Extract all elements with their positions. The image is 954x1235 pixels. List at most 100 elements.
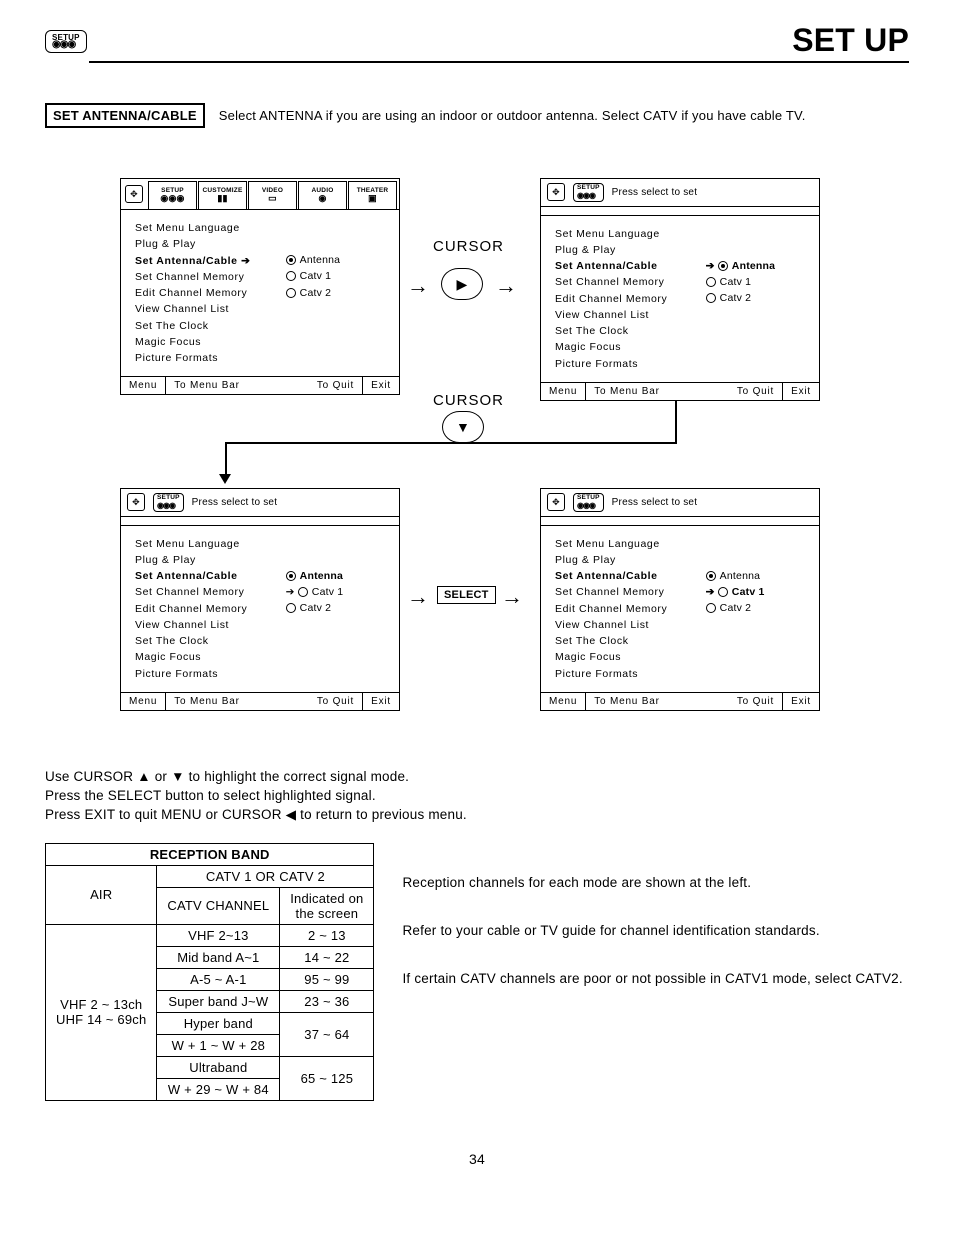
menu-item[interactable]: Set The Clock [555, 633, 700, 649]
table-cell: W + 1 ~ W + 28 [157, 1034, 280, 1056]
option-antenna[interactable]: Antenna [286, 568, 389, 584]
footer-menu[interactable]: Menu [121, 693, 166, 710]
cursor-right-button[interactable]: ▶ [441, 268, 483, 300]
menu-item[interactable]: Set Antenna/Cable ➔ [135, 253, 280, 269]
menu-item[interactable]: Magic Focus [555, 339, 700, 355]
note-line: Refer to your cable or TV guide for chan… [402, 921, 902, 941]
select-button[interactable]: SELECT [437, 586, 496, 604]
menu-item[interactable]: Magic Focus [135, 334, 280, 350]
reception-notes: Reception channels for each mode are sho… [402, 843, 902, 1018]
radio-icon [706, 293, 716, 303]
menu-item[interactable]: Plug & Play [555, 242, 700, 258]
air-cell: VHF 2 ~ 13chUHF 14 ~ 69ch [46, 924, 157, 1100]
panel-footer: MenuTo Menu BarTo QuitExit [121, 376, 399, 394]
cursor-down-button[interactable]: ▼ [442, 411, 484, 443]
joystick-icon: ✥ [547, 493, 565, 511]
menu-item[interactable]: Edit Channel Memory [135, 285, 280, 301]
menu-item[interactable]: Picture Formats [135, 350, 280, 366]
tab-theater[interactable]: THEATER▣ [348, 181, 397, 209]
setup-mini-icon: SETUP◉◉◉ [153, 493, 184, 512]
table-cell: W + 29 ~ W + 84 [157, 1078, 280, 1100]
footer-to-menu: To Menu Bar [166, 693, 309, 710]
tab-audio[interactable]: AUDIO◉ [298, 181, 347, 209]
option-catv2[interactable]: Catv 2 [286, 285, 389, 301]
reception-table: RECEPTION BANDAIRCATV 1 OR CATV 2CATV CH… [45, 843, 374, 1101]
instruction-line: Press EXIT to quit MENU or CURSOR ◀ to r… [45, 806, 909, 825]
table-cell: 23 ~ 36 [280, 990, 374, 1012]
footer-exit[interactable]: Exit [783, 693, 819, 710]
menu-item[interactable]: View Channel List [135, 617, 280, 633]
option-antenna[interactable]: Antenna [706, 568, 809, 584]
panel-footer: MenuTo Menu BarTo QuitExit [121, 692, 399, 710]
option-catv2[interactable]: Catv 2 [286, 600, 389, 616]
option-antenna[interactable]: ➔ Antenna [706, 258, 809, 274]
radio-icon [286, 603, 296, 613]
menu-panel: ✥SETUP◉◉◉Press select to setSet Menu Lan… [120, 488, 400, 711]
menu-item[interactable]: Set Antenna/Cable [135, 568, 280, 584]
menu-item[interactable]: Set Channel Memory [555, 274, 700, 290]
table-cell: 37 ~ 64 [280, 1012, 374, 1056]
menu-item[interactable]: Edit Channel Memory [555, 291, 700, 307]
menu-item[interactable]: Plug & Play [135, 236, 280, 252]
menu-item[interactable]: Set Channel Memory [135, 584, 280, 600]
setup-mini-icon: SETUP◉◉◉ [573, 183, 604, 202]
menu-item[interactable]: Picture Formats [555, 666, 700, 682]
radio-icon [706, 571, 716, 581]
menu-item[interactable]: Magic Focus [135, 649, 280, 665]
menu-panel: ✥SETUP◉◉◉Press select to set Set Menu Lan… [540, 178, 820, 401]
joystick-icon: ✥ [125, 185, 143, 203]
footer-menu[interactable]: Menu [121, 377, 166, 394]
menu-item[interactable]: Set Channel Memory [135, 269, 280, 285]
menu-item[interactable]: Edit Channel Memory [555, 601, 700, 617]
option-catv2[interactable]: Catv 2 [706, 290, 809, 306]
footer-menu[interactable]: Menu [541, 693, 586, 710]
menu-item[interactable]: Picture Formats [555, 356, 700, 372]
menu-item[interactable]: Set The Clock [135, 633, 280, 649]
menu-item[interactable]: Picture Formats [135, 666, 280, 682]
footer-exit[interactable]: Exit [363, 377, 399, 394]
menu-item[interactable]: Set Menu Language [135, 220, 280, 236]
menu-item[interactable]: View Channel List [135, 301, 280, 317]
menu-item[interactable]: Magic Focus [555, 649, 700, 665]
menu-item[interactable]: Plug & Play [135, 552, 280, 568]
panel-header: ✥SETUP◉◉◉Press select to set [121, 489, 399, 517]
menu-item[interactable]: Edit Channel Memory [135, 601, 280, 617]
footer-exit[interactable]: Exit [783, 383, 819, 400]
footer-exit[interactable]: Exit [363, 693, 399, 710]
menu-item[interactable]: Set Menu Language [135, 536, 280, 552]
option-catv1[interactable]: ➔ Catv 1 [706, 584, 809, 600]
panel-body: Set Menu LanguagePlug & PlaySet Antenna/… [541, 526, 819, 692]
tab-customize[interactable]: CUSTOMIZE▮▮ [198, 181, 247, 209]
menu-item[interactable]: Set Menu Language [555, 226, 700, 242]
tab-setup[interactable]: SETUP◉◉◉ [148, 181, 197, 209]
option-catv1[interactable]: Catv 1 [286, 268, 389, 284]
footer-menu[interactable]: Menu [541, 383, 586, 400]
option-catv1[interactable]: ➔ Catv 1 [286, 584, 389, 600]
table-cell: Hyper band [157, 1012, 280, 1034]
header-text: Press select to set [192, 497, 278, 508]
panel-header: ✥SETUP◉◉◉Press select to set [541, 179, 819, 207]
note-line: If certain CATV channels are poor or not… [402, 969, 902, 989]
table-title: RECEPTION BAND [46, 843, 374, 865]
radio-icon [718, 261, 728, 271]
option-catv1[interactable]: Catv 1 [706, 274, 809, 290]
menu-item[interactable]: Plug & Play [555, 552, 700, 568]
menu-item[interactable]: Set Antenna/Cable [555, 258, 700, 274]
menu-item[interactable]: Set Channel Memory [555, 584, 700, 600]
tab-video[interactable]: VIDEO▭ [248, 181, 297, 209]
menu-panel: ✥ SETUP◉◉◉CUSTOMIZE▮▮VIDEO▭AUDIO◉THEATER▣… [120, 178, 400, 395]
menu-item[interactable]: View Channel List [555, 307, 700, 323]
radio-icon [706, 603, 716, 613]
panel-body: Set Menu LanguagePlug & PlaySet Antenna/… [541, 216, 819, 382]
option-catv2[interactable]: Catv 2 [706, 600, 809, 616]
menu-item[interactable]: Set The Clock [135, 318, 280, 334]
option-antenna[interactable]: Antenna [286, 252, 389, 268]
menu-item[interactable]: View Channel List [555, 617, 700, 633]
table-cell: 65 ~ 125 [280, 1056, 374, 1100]
menu-item[interactable]: Set Menu Language [555, 536, 700, 552]
instruction-line: Use CURSOR ▲ or ▼ to highlight the corre… [45, 768, 909, 787]
menu-item[interactable]: Set Antenna/Cable [555, 568, 700, 584]
table-cell: 14 ~ 22 [280, 946, 374, 968]
setup-badge-icon: SETUP ◉◉◉ [45, 30, 87, 53]
menu-item[interactable]: Set The Clock [555, 323, 700, 339]
